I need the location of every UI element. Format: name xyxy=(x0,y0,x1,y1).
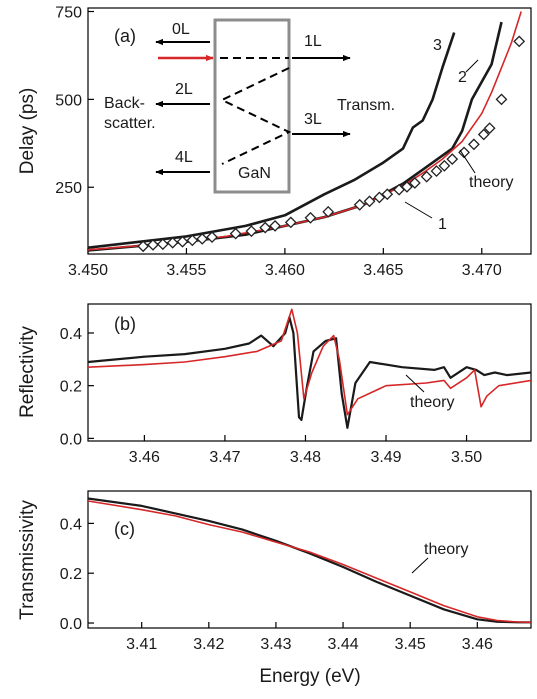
panel-a-series-3-line xyxy=(88,32,456,249)
series-1-point xyxy=(477,128,490,141)
x-tick-label: 3.42 xyxy=(193,636,224,653)
panel-b-series-theory-line xyxy=(88,308,531,416)
x-tick-label: 3.470 xyxy=(462,262,502,279)
x-tick-label: 3.41 xyxy=(126,636,157,653)
series-1-point xyxy=(408,177,421,189)
series-1-point xyxy=(373,191,386,204)
series-1-point xyxy=(147,238,159,251)
curve-label-2: 2 xyxy=(458,69,467,86)
series-1-point xyxy=(259,221,272,234)
y-tick-label: 0.0 xyxy=(60,431,82,448)
x-tick-label: 3.50 xyxy=(451,449,482,466)
x-tick-label: 3.455 xyxy=(166,262,206,279)
x-tick-label: 3.46 xyxy=(129,449,160,466)
y-tick-label: 500 xyxy=(55,92,82,109)
series-1-point xyxy=(304,211,317,224)
theory-label-c: theory xyxy=(424,541,468,558)
panel-b-series-measured-line xyxy=(88,316,531,429)
series-1-point xyxy=(401,180,413,193)
leader-1 xyxy=(404,201,433,219)
y-tick-label: 250 xyxy=(55,180,82,197)
series-1-point xyxy=(420,170,433,183)
series-1-point xyxy=(430,165,443,177)
series-1-point xyxy=(269,219,281,232)
panel-a-series-2-line xyxy=(88,21,503,252)
slab-schematic: 0L 1L 2L 3L 4L Back- scatter. Transm. Ga… xyxy=(104,18,395,194)
panel-a-frame xyxy=(87,7,532,255)
series-1-point xyxy=(381,188,394,201)
series-1-point xyxy=(483,122,496,135)
theory-label-b: theory xyxy=(410,394,454,411)
series-1-point xyxy=(176,235,189,248)
label-gan: GaN xyxy=(238,165,271,182)
curve-label-3: 3 xyxy=(433,37,442,54)
series-1-point xyxy=(206,231,218,244)
series-1-point xyxy=(438,159,451,172)
series-1-point xyxy=(166,236,179,249)
leader-theory-b xyxy=(405,374,425,393)
series-1-point xyxy=(467,138,480,151)
panel-c-series-theory-line xyxy=(88,500,531,624)
y-axis-title-b: Reflectivity xyxy=(17,326,38,418)
series-1-point xyxy=(245,225,258,238)
x-tick-label: 3.49 xyxy=(370,449,401,466)
x-tick-label: 3.465 xyxy=(363,262,403,279)
y-axis-title-a: Delay (ps) xyxy=(17,88,38,175)
panel-label-a: (a) xyxy=(114,26,136,46)
curve-label-1: 1 xyxy=(438,216,447,233)
label-3L: 3L xyxy=(304,111,322,128)
series-1-point xyxy=(353,198,366,211)
leader-theory-a xyxy=(459,149,476,174)
x-tick-label: 3.45 xyxy=(395,636,426,653)
label-backscatter-2: scatter. xyxy=(104,115,156,132)
gan-slab xyxy=(213,18,291,194)
series-1-point xyxy=(137,240,150,253)
label-0L: 0L xyxy=(172,21,190,38)
x-tick-label: 3.47 xyxy=(209,449,240,466)
panel-a-series-theory-line xyxy=(88,11,522,251)
label-4L: 4L xyxy=(175,149,193,166)
y-axis-title-c: Transmissivity xyxy=(17,500,38,620)
internal-ray-path xyxy=(219,57,292,165)
x-tick-label: 3.450 xyxy=(68,262,108,279)
series-1-point xyxy=(186,234,199,247)
y-tick-label: 750 xyxy=(55,5,82,22)
series-1-point xyxy=(284,216,297,229)
label-backscatter-1: Back- xyxy=(104,95,145,112)
y-tick-label: 0.0 xyxy=(60,616,82,633)
series-1-point xyxy=(322,205,335,218)
y-tick-label: 0.4 xyxy=(60,326,82,343)
series-1-point xyxy=(513,35,526,48)
panel-c-frame xyxy=(87,490,532,629)
y-tick-label: 0.4 xyxy=(60,516,82,533)
panel-label-b: (b) xyxy=(114,314,136,334)
x-tick-label: 3.48 xyxy=(290,449,321,466)
x-axis-title: Energy (eV) xyxy=(259,666,360,687)
leader-2 xyxy=(465,59,479,73)
x-tick-label: 3.44 xyxy=(327,636,358,653)
series-1-point xyxy=(156,238,169,251)
series-1-point xyxy=(229,227,242,240)
leader-theory-c xyxy=(411,557,429,574)
series-1-point xyxy=(363,195,376,208)
label-transm: Transm. xyxy=(337,97,395,114)
label-2L: 2L xyxy=(175,81,193,98)
series-1-point xyxy=(446,153,459,166)
y-tick-label: 0.2 xyxy=(60,566,82,583)
x-tick-label: 3.46 xyxy=(462,636,493,653)
series-1-point xyxy=(495,93,508,106)
x-tick-label: 3.460 xyxy=(265,262,305,279)
panel-label-c: (c) xyxy=(114,519,135,539)
y-tick-label: 0.2 xyxy=(60,379,82,396)
series-1-point xyxy=(196,232,209,245)
theory-label-a: theory xyxy=(469,174,513,191)
x-tick-label: 3.43 xyxy=(260,636,291,653)
panel-c-series-measured-line xyxy=(88,497,531,624)
label-1L: 1L xyxy=(304,33,322,50)
